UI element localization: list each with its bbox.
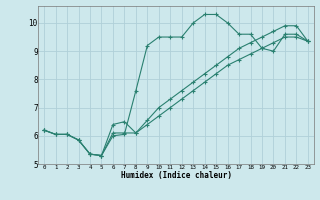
X-axis label: Humidex (Indice chaleur): Humidex (Indice chaleur): [121, 171, 231, 180]
